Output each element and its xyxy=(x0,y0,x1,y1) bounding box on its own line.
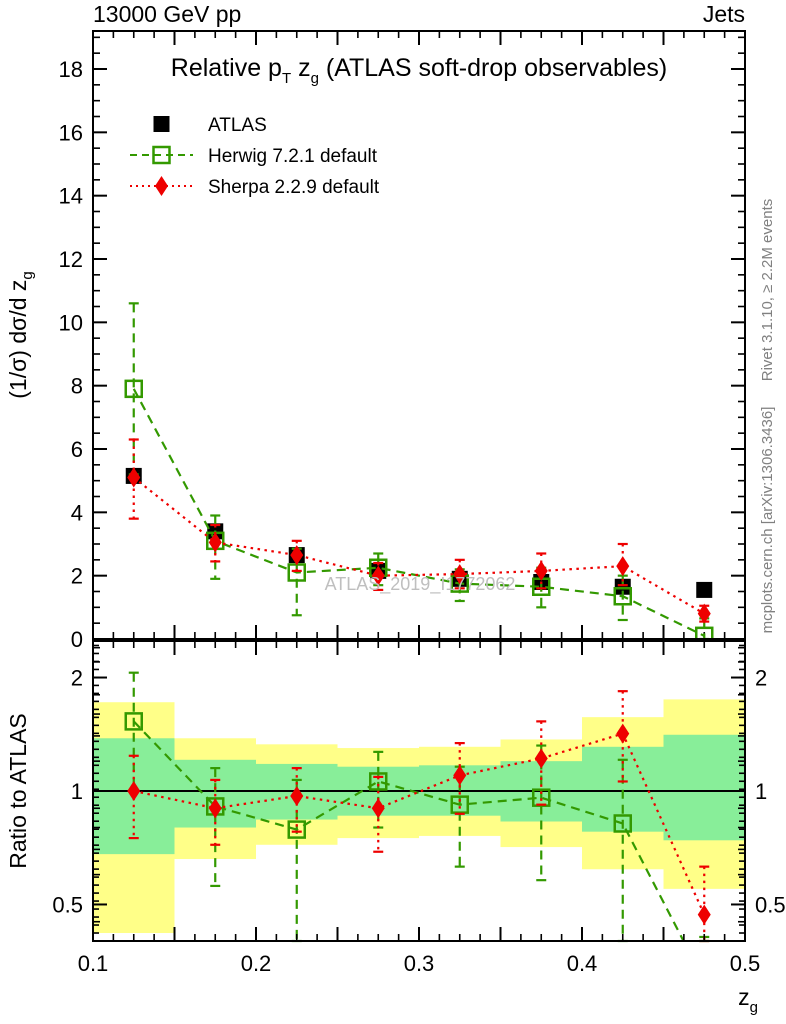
svg-text:(1/σ) dσ/d zg: (1/σ) dσ/d zg xyxy=(5,271,36,399)
main-y-tick-label: 14 xyxy=(59,184,83,209)
ratio-point-marker xyxy=(127,781,141,801)
legend-marker xyxy=(152,145,171,165)
ratio-y-tick-labels-right: 0.5 1 2 xyxy=(755,666,786,918)
main-data-series xyxy=(124,302,714,646)
ratio-point-marker xyxy=(208,798,222,819)
ratio-point-marker xyxy=(287,820,306,839)
main-panel-frame xyxy=(92,30,746,640)
data-point-marker xyxy=(697,603,711,624)
x-tick-label: 0.4 xyxy=(567,951,598,976)
x-axis-title: zg xyxy=(738,984,758,1016)
main-y-tick-labels: 0 2 4 6 8 10 12 14 16 18 xyxy=(59,57,83,652)
ratio-point-marker xyxy=(613,814,632,833)
data-point-marker xyxy=(208,532,222,553)
legend-label: ATLAS xyxy=(208,115,267,136)
ratio-y-axis-title: Ratio to ATLAS xyxy=(5,713,31,869)
ratio-y-tick-label: 1 xyxy=(71,779,83,804)
ratio-panel-frame xyxy=(92,640,746,942)
ratio-plot-panel: 0.5 1 2 0.5 1 2 0.1 0.2 0.3 0.4 0.5 Ratio to ATL… xyxy=(5,640,786,1016)
ratio-band-inner xyxy=(663,734,745,841)
main-y-tick-label: 4 xyxy=(71,500,83,525)
main-y-tick-label: 6 xyxy=(71,437,83,462)
series-line xyxy=(132,388,705,637)
ratio-data-series xyxy=(124,671,711,943)
data-point-marker xyxy=(371,565,385,586)
ratio-y-tick-label-right: 2 xyxy=(755,666,767,691)
ratio-point-marker xyxy=(534,748,548,769)
main-y-tick-label: 8 xyxy=(71,374,83,399)
data-point-marker xyxy=(616,556,630,577)
ratio-point-marker xyxy=(371,798,385,819)
ratio-point-marker xyxy=(616,723,630,744)
x-tick-label: 0.5 xyxy=(730,951,761,976)
legend: ATLAS Herwig 7.2.1 default Sherpa 2.2.9 de… xyxy=(130,115,380,198)
legend-item: ATLAS xyxy=(153,115,267,136)
ratio-y-tick-labels-left: 0.5 1 2 xyxy=(52,666,83,918)
main-plot-background xyxy=(93,31,745,639)
header-beam-label: 13000 GeV pp xyxy=(93,1,241,27)
ratio-point-marker xyxy=(697,904,711,925)
ratio-point-marker xyxy=(450,795,469,814)
legend-marker xyxy=(155,176,168,196)
ratio-series-line xyxy=(133,732,706,916)
x-tick-label: 0.1 xyxy=(78,951,109,976)
legend-item: Sherpa 2.2.9 default xyxy=(130,176,380,198)
ratio-point-marker xyxy=(369,772,388,791)
plot-title: Relative pT zg (ATLAS soft-drop observab… xyxy=(171,54,667,87)
series-sherpa xyxy=(127,438,711,624)
ratio-series-sherpa xyxy=(127,690,711,943)
analysis-watermark: ATLAS_2019_I1772062 xyxy=(325,574,516,595)
rivet-version-label: Rivet 3.1.10, ≥ 2.2M events xyxy=(759,199,776,382)
main-y-tick-label: 2 xyxy=(71,564,83,589)
main-y-tick-label: 12 xyxy=(59,247,83,272)
ratio-series-herwig xyxy=(124,671,710,943)
header-analysis-label: Jets xyxy=(703,1,745,27)
ratio-y-tick-label-right: 1 xyxy=(755,779,767,804)
ratio-y-tick-label-right: 0.5 xyxy=(755,892,786,917)
data-point-marker xyxy=(124,379,143,399)
main-y-tick-label: 10 xyxy=(59,310,83,335)
data-point-marker xyxy=(613,587,632,606)
legend-label: Sherpa 2.2.9 default xyxy=(208,177,380,198)
ratio-y-tick-label: 2 xyxy=(71,666,83,691)
mcplots-credit-label: mcplots.cern.ch [arXiv:1306.3436] xyxy=(759,407,776,634)
ratio-y-tick-label: 0.5 xyxy=(52,892,83,917)
main-y-tick-label: 0 xyxy=(71,627,83,652)
data-point-marker xyxy=(453,564,467,585)
x-tick-labels: 0.1 0.2 0.3 0.4 0.5 xyxy=(78,951,761,976)
ratio-point-marker xyxy=(124,712,143,731)
ratio-point-marker xyxy=(290,785,304,806)
main-y-tick-label: 18 xyxy=(59,57,83,82)
data-point-marker xyxy=(290,545,304,566)
x-tick-label: 0.3 xyxy=(404,951,435,976)
data-point-marker xyxy=(696,581,713,598)
x-tick-label: 0.2 xyxy=(241,951,272,976)
data-point-marker xyxy=(534,560,548,581)
data-point-marker xyxy=(614,578,631,595)
data-point-marker xyxy=(127,467,141,488)
legend-marker xyxy=(153,116,170,132)
ratio-point-marker xyxy=(453,765,467,786)
main-y-axis-title: (1/σ) dσ/d zg xyxy=(5,271,36,399)
main-y-tick-label: 16 xyxy=(59,120,83,145)
legend-item: Herwig 7.2.1 default xyxy=(130,145,378,167)
main-plot-panel: 0 2 4 6 8 10 12 14 16 18 (1/σ) dσ/d zg Relative p… xyxy=(5,30,746,652)
legend-label: Herwig 7.2.1 default xyxy=(208,146,378,167)
